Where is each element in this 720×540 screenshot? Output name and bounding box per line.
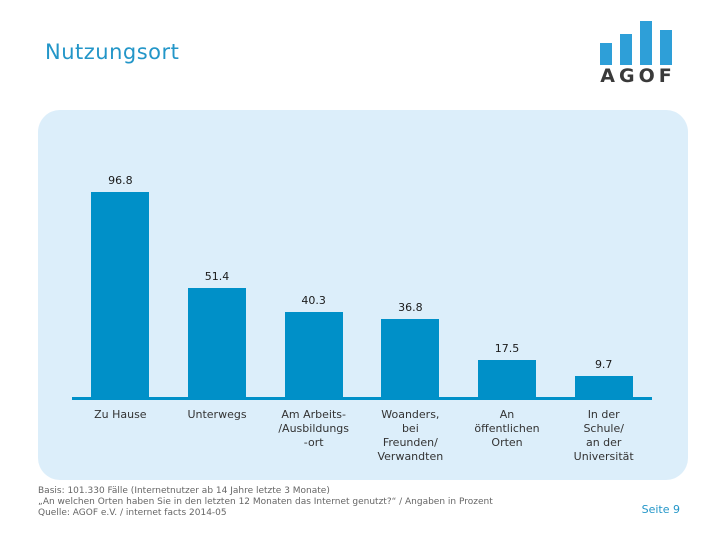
bar	[188, 288, 246, 397]
bar	[284, 312, 343, 397]
category-label: In der Schule/ an der Universität	[573, 408, 634, 463]
bar-value-label: 36.8	[398, 301, 423, 314]
category-label: Unterwegs	[187, 408, 247, 421]
bar-column: 51.4	[169, 270, 266, 397]
category-label: An öffentlichen Orten	[474, 408, 540, 449]
agof-logo: AGOF	[594, 21, 678, 86]
category-label: Woanders, bei Freunden/ Verwandten	[377, 408, 444, 463]
bar	[381, 319, 440, 397]
category-labels: Zu Hause Unterwegs Am Arbeits- /Ausbildung…	[72, 408, 652, 464]
page-number: Seite 9	[641, 503, 680, 516]
chart-panel: 96.8 51.4 40.3 36.8 17.5 9.7 Zu Hause Unterweg…	[38, 110, 688, 480]
bar-value-label: 40.3	[301, 294, 326, 307]
bar-chart: 96.8 51.4 40.3 36.8 17.5 9.7 Zu Hause Unterweg…	[72, 174, 652, 464]
logo-bar-icon	[620, 34, 632, 65]
bar	[574, 376, 633, 397]
bar	[478, 360, 537, 397]
bar-column: 9.7	[555, 358, 652, 397]
bar-value-label: 9.7	[594, 358, 613, 371]
bar-value-label: 17.5	[494, 342, 520, 355]
bar	[91, 192, 150, 397]
category-label: Am Arbeits- /Ausbildungs -ort	[278, 408, 350, 449]
footer-basis: Basis: 101.330 Fälle (Internetnutzer ab …	[38, 486, 330, 496]
bar-column: 17.5	[459, 342, 556, 397]
agof-logo-text: AGOF	[600, 65, 676, 87]
x-axis-line	[72, 397, 652, 400]
bar-value-label: 96.8	[108, 174, 133, 187]
plot-area: 96.8 51.4 40.3 36.8 17.5 9.7	[72, 174, 652, 397]
category-label: Zu Hause	[94, 408, 147, 421]
bar-column: 40.3	[265, 294, 362, 397]
footer-source: Quelle: AGOF e.V. / internet facts 2014-…	[38, 508, 227, 518]
bar-column: 96.8	[72, 174, 169, 397]
bar-column: 36.8	[362, 301, 459, 397]
logo-bar-icon	[660, 30, 672, 65]
footer-notes: Basis: 101.330 Fälle (Internetnutzer ab …	[38, 486, 493, 519]
footer-question: „An welchen Orten haben Sie in den letzt…	[38, 497, 493, 507]
agof-logo-bars-icon	[594, 21, 678, 65]
logo-bar-icon	[600, 43, 612, 65]
bar-value-label: 51.4	[204, 270, 230, 283]
logo-bar-icon	[640, 21, 652, 65]
page-title: Nutzungsort	[45, 40, 180, 64]
